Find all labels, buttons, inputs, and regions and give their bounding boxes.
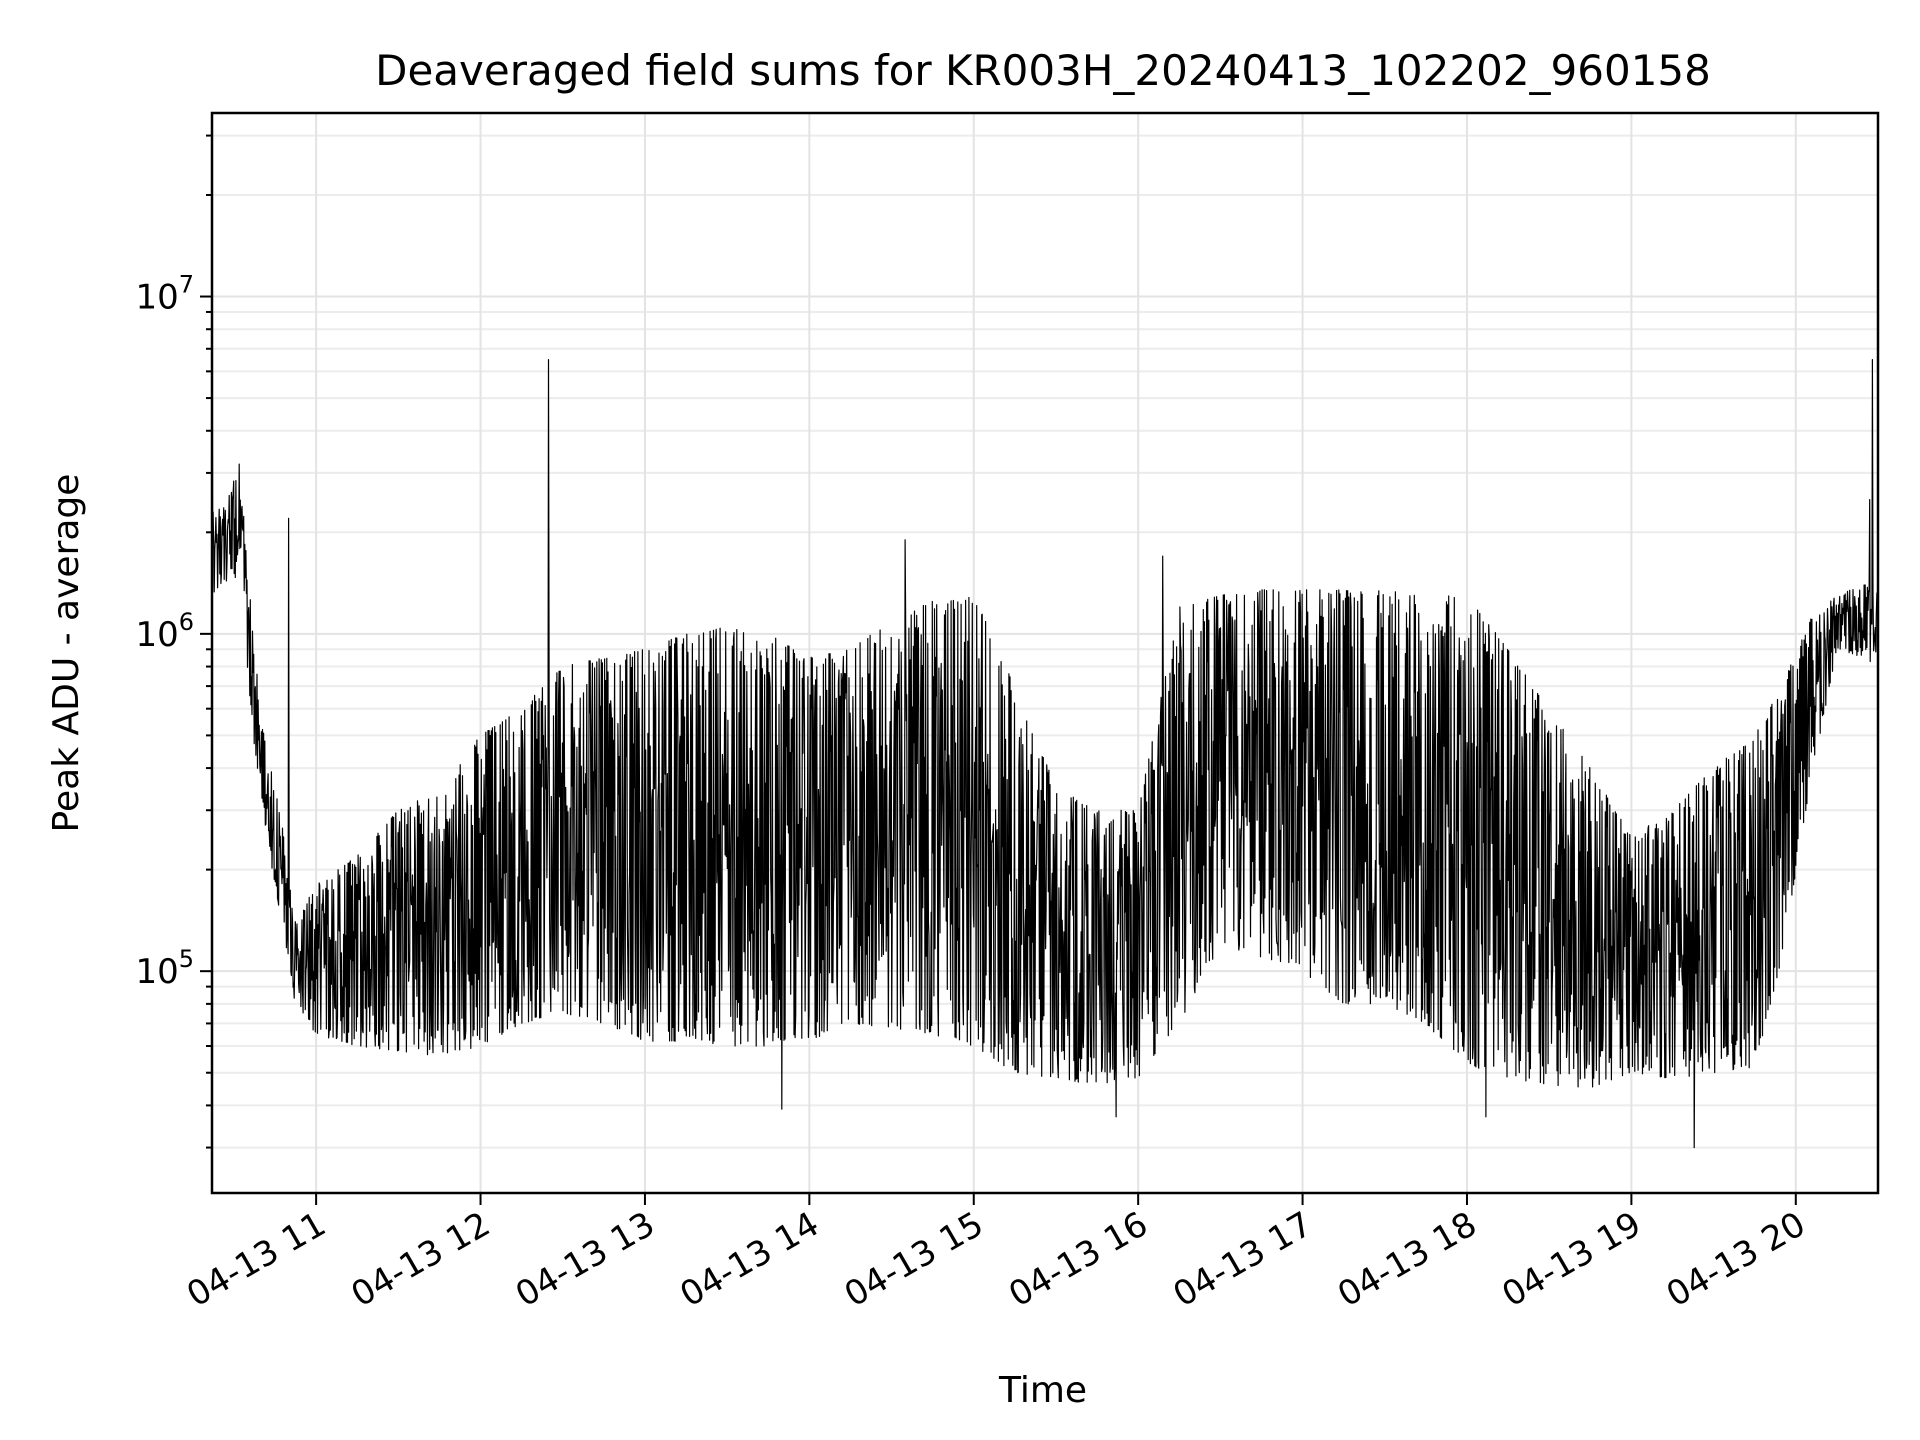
y-tick-label: 105 <box>135 945 194 992</box>
x-axis-label: Time <box>998 1370 1087 1411</box>
chart-title: Deaveraged field sums for KR003H_2024041… <box>375 46 1711 95</box>
y-axis: 105 106 107 <box>135 134 212 1149</box>
series-line <box>212 156 1878 1149</box>
plot-frame <box>210 111 1880 1195</box>
y-axis-label: Peak ADU - average <box>46 474 87 833</box>
y-tick-label: 107 <box>135 271 194 318</box>
y-tick-label: 106 <box>135 608 194 655</box>
